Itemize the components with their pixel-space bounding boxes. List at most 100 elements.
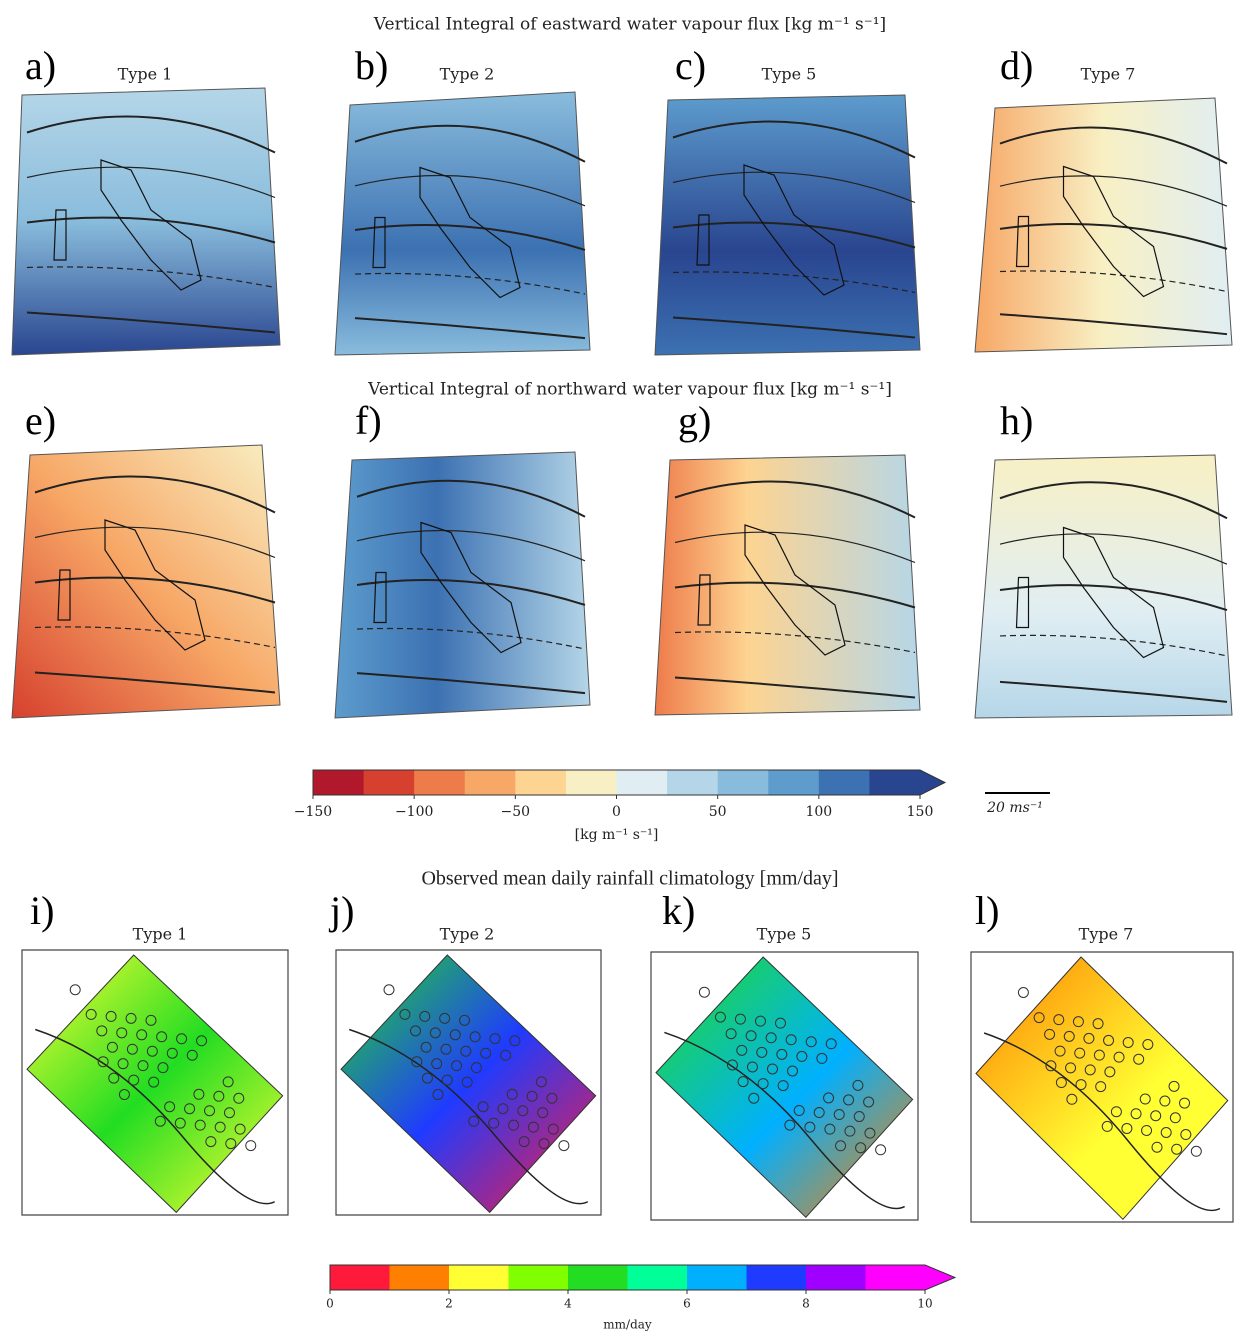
- contour: [999, 634, 1228, 657]
- station: [1110, 1106, 1122, 1118]
- station: [1066, 1093, 1078, 1105]
- station: [852, 1079, 864, 1091]
- contour: [356, 529, 586, 562]
- station: [853, 1111, 865, 1123]
- station: [449, 1029, 461, 1041]
- station: [164, 1101, 176, 1113]
- station: [213, 1090, 225, 1102]
- contour: [26, 166, 276, 199]
- station: [234, 1123, 246, 1135]
- station: [1044, 1028, 1056, 1040]
- colorbar-swatch: [363, 770, 415, 795]
- station: [137, 1060, 149, 1072]
- coastline: [1015, 526, 1165, 659]
- station: [804, 1121, 816, 1133]
- colorbar-tick-label: 0: [612, 804, 621, 820]
- station: [746, 1061, 758, 1073]
- station: [166, 1047, 178, 1059]
- panel-letter: h): [1000, 398, 1033, 443]
- map-panel: [970, 951, 1234, 1223]
- coastline: [373, 521, 522, 654]
- station: [863, 1096, 875, 1108]
- station: [1133, 1053, 1145, 1065]
- colorbar-swatch: [717, 770, 769, 795]
- map-panel: [974, 454, 1233, 719]
- map-panel: [334, 451, 591, 719]
- station: [136, 1029, 148, 1041]
- map-panel: [11, 444, 281, 719]
- station: [1084, 1064, 1096, 1076]
- station: [825, 1038, 837, 1050]
- contour: [999, 270, 1228, 293]
- station: [432, 1089, 444, 1101]
- station: [85, 1008, 97, 1020]
- section-title: Vertical Integral of northward water vap…: [367, 380, 892, 400]
- colorbar-label: mm/day: [603, 1318, 652, 1332]
- station: [194, 1119, 206, 1131]
- station: [1083, 1032, 1095, 1044]
- colorbar-label: [kg m⁻¹ s⁻¹]: [575, 827, 659, 843]
- contour: [672, 120, 916, 159]
- station: [225, 1138, 237, 1150]
- contour: [26, 266, 276, 289]
- panel-type: Type 2: [440, 65, 495, 84]
- section-title: Observed mean daily rainfall climatology…: [421, 868, 838, 890]
- station: [1074, 1047, 1086, 1059]
- station: [756, 1046, 768, 1058]
- contour: [999, 175, 1228, 207]
- station: [816, 1052, 828, 1064]
- station: [205, 1136, 217, 1148]
- station: [1072, 1016, 1084, 1028]
- colorbar-tick-label: −100: [395, 804, 433, 820]
- colorbar-outline: [329, 1264, 957, 1291]
- station: [785, 1034, 797, 1046]
- station: [1054, 1045, 1066, 1057]
- station: [726, 1059, 738, 1071]
- station: [69, 984, 81, 996]
- station: [117, 1058, 129, 1070]
- station: [399, 1008, 411, 1020]
- station: [1130, 1108, 1142, 1120]
- contour: [26, 311, 276, 334]
- station: [196, 1035, 208, 1047]
- station: [1103, 1034, 1115, 1046]
- station: [774, 1017, 786, 1029]
- colorbar-swatch: [667, 770, 719, 795]
- station: [796, 1050, 808, 1062]
- station: [725, 1028, 737, 1040]
- station: [429, 1027, 441, 1039]
- station: [698, 986, 710, 998]
- contour: [356, 672, 586, 695]
- colorbar-swatch: [389, 1265, 450, 1290]
- station: [864, 1127, 876, 1139]
- station: [1139, 1093, 1151, 1105]
- station: [214, 1121, 226, 1133]
- station: [176, 1033, 188, 1045]
- panel-letter: d): [1000, 43, 1033, 88]
- map-panel: [334, 91, 591, 356]
- colorbar-tick-label: 0: [326, 1297, 334, 1311]
- station: [497, 1103, 509, 1115]
- station: [1095, 1081, 1107, 1093]
- station: [431, 1058, 443, 1070]
- colorbar-tick-label: −50: [501, 804, 531, 820]
- station: [1101, 1120, 1113, 1132]
- panel-letter: g): [678, 398, 711, 443]
- panel-letter: k): [662, 888, 695, 933]
- station: [126, 1043, 138, 1055]
- station: [480, 1047, 492, 1059]
- station: [145, 1014, 157, 1026]
- station: [509, 1035, 521, 1047]
- contour: [674, 676, 916, 699]
- station: [184, 1103, 196, 1115]
- station: [157, 1062, 169, 1074]
- colorbar-swatch: [449, 1265, 509, 1290]
- station: [823, 1092, 835, 1104]
- station: [488, 1117, 500, 1129]
- contour: [672, 171, 916, 204]
- colorbar-tick-label: 8: [802, 1297, 810, 1311]
- panel-type: Type 2: [440, 925, 495, 944]
- contour: [674, 631, 916, 654]
- contour: [999, 533, 1228, 565]
